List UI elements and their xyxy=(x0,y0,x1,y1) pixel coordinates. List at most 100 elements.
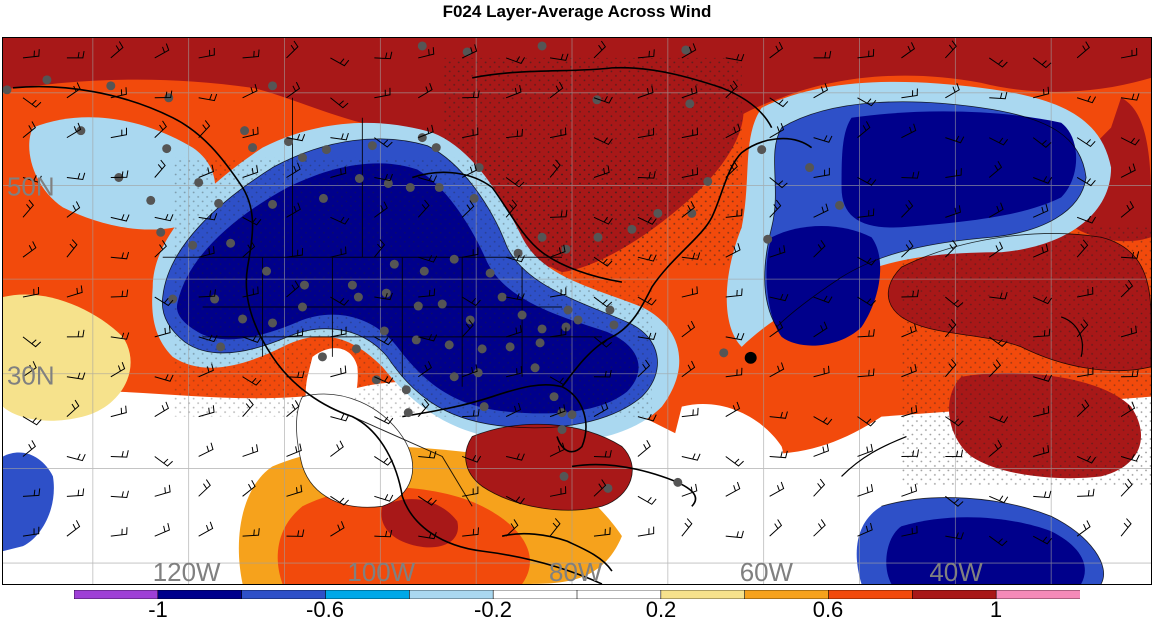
wind-barb xyxy=(330,413,350,422)
wind-barb xyxy=(461,200,475,218)
station-marker xyxy=(465,315,475,325)
wind-barb xyxy=(286,162,301,178)
station-marker xyxy=(318,193,328,203)
wind-barb xyxy=(154,240,167,258)
station-marker xyxy=(567,410,577,420)
wind-barb xyxy=(1076,215,1097,224)
wind-barb xyxy=(549,376,569,386)
station-marker xyxy=(284,137,293,147)
wind-barb xyxy=(945,83,960,99)
wind-barb xyxy=(418,288,436,298)
wind-barb xyxy=(286,248,304,258)
wind-barb xyxy=(769,519,783,537)
wind-barb xyxy=(286,81,301,99)
wind-barb xyxy=(945,532,964,540)
wind-barb xyxy=(549,404,566,418)
wind-barb xyxy=(593,296,613,308)
colorbar-label: 1 xyxy=(989,597,1003,622)
station-marker xyxy=(703,176,713,186)
wind-barb xyxy=(1120,478,1133,497)
wind-barb xyxy=(198,479,211,497)
station-marker xyxy=(627,224,637,234)
political-boundaries xyxy=(162,97,602,507)
wind-barb xyxy=(505,199,518,218)
station-marker xyxy=(477,344,487,354)
station-marker xyxy=(479,402,489,412)
wind-barbs xyxy=(22,40,1140,547)
wind-barb xyxy=(242,376,262,386)
wind-barb xyxy=(22,526,40,537)
wind-barb xyxy=(1120,454,1140,462)
wind-barb xyxy=(945,239,958,258)
wind-barb xyxy=(813,295,833,304)
wind-barb xyxy=(110,362,126,378)
wind-barb xyxy=(374,173,393,182)
coastlines xyxy=(12,66,1083,584)
colorbar xyxy=(74,590,1080,599)
wind-barb xyxy=(593,479,607,497)
wind-barb xyxy=(813,50,832,59)
station-marker xyxy=(593,232,603,242)
wind-barb xyxy=(725,401,741,418)
station-marker xyxy=(609,320,619,330)
wind-barb xyxy=(242,444,259,457)
wind-barb xyxy=(989,137,1009,146)
station-marker xyxy=(434,182,444,192)
lon-label-80w: 80W xyxy=(549,559,603,585)
wind-barb xyxy=(549,486,567,497)
wind-barb xyxy=(1120,518,1132,537)
wind-barb xyxy=(549,287,567,298)
wind-barb xyxy=(901,323,917,338)
field-navy-sw xyxy=(886,517,1085,584)
wind-barb xyxy=(462,455,482,463)
wind-barb xyxy=(593,137,613,146)
colorbar-label: 0.2 xyxy=(645,597,677,622)
wind-barb xyxy=(945,416,964,427)
wind-barb xyxy=(1076,137,1096,148)
wind-barb xyxy=(198,246,215,258)
wind-barb xyxy=(198,47,215,59)
station-marker xyxy=(685,99,695,109)
station-marker xyxy=(537,324,547,334)
wind-barb xyxy=(374,292,393,301)
field-atlantic-stipple xyxy=(901,227,1151,487)
wind-barb xyxy=(505,402,522,418)
wind-barb xyxy=(66,488,85,497)
wind-barb xyxy=(857,177,877,186)
wind-barb xyxy=(945,495,964,507)
wind-barb xyxy=(857,329,875,338)
wind-barb xyxy=(637,254,657,262)
station-marker xyxy=(757,145,767,155)
wind-barb xyxy=(154,159,166,178)
wind-barb xyxy=(857,443,874,457)
wind-barb xyxy=(769,411,788,419)
station-marker xyxy=(485,268,495,278)
wind-barb xyxy=(66,122,82,139)
wind-barb xyxy=(1032,203,1049,218)
wind-barb xyxy=(22,488,41,497)
wind-barb xyxy=(637,359,651,378)
wind-barb xyxy=(505,177,525,188)
wind-barb xyxy=(945,449,964,458)
wind-barb xyxy=(725,456,744,467)
wind-barb xyxy=(988,359,1002,378)
wind-barb xyxy=(417,398,430,417)
colorbar-labels: -1 -0.6 -0.2 0.2 0.6 1 xyxy=(0,598,1154,622)
wind-barb xyxy=(857,97,877,107)
wind-barb xyxy=(1032,296,1053,305)
wind-barb xyxy=(550,209,568,218)
wind-barb xyxy=(1033,86,1050,99)
wind-barb xyxy=(1076,177,1096,187)
wind-barb xyxy=(857,368,875,378)
wind-barb xyxy=(66,372,86,380)
wind-barb xyxy=(505,254,525,263)
station-marker xyxy=(535,338,545,348)
wind-barb xyxy=(857,416,876,427)
wind-barb xyxy=(901,88,918,99)
wind-barb xyxy=(66,285,83,298)
wind-barb xyxy=(857,49,875,59)
wind-barb xyxy=(725,123,741,139)
station-marker xyxy=(321,145,331,155)
across-wind-map: 50N 30N 120W 100W 80W 60W 40W xyxy=(2,37,1152,585)
wind-barb xyxy=(286,484,303,497)
